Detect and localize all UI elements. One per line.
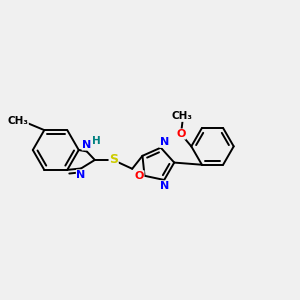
Text: N: N xyxy=(160,181,169,191)
Text: S: S xyxy=(109,153,118,167)
Text: N: N xyxy=(82,140,92,150)
Text: O: O xyxy=(135,171,144,181)
Text: CH₃: CH₃ xyxy=(172,111,193,121)
Text: H: H xyxy=(92,136,100,146)
Text: O: O xyxy=(176,129,186,139)
Text: N: N xyxy=(160,137,169,147)
Text: CH₃: CH₃ xyxy=(7,116,28,126)
Text: N: N xyxy=(76,170,86,180)
